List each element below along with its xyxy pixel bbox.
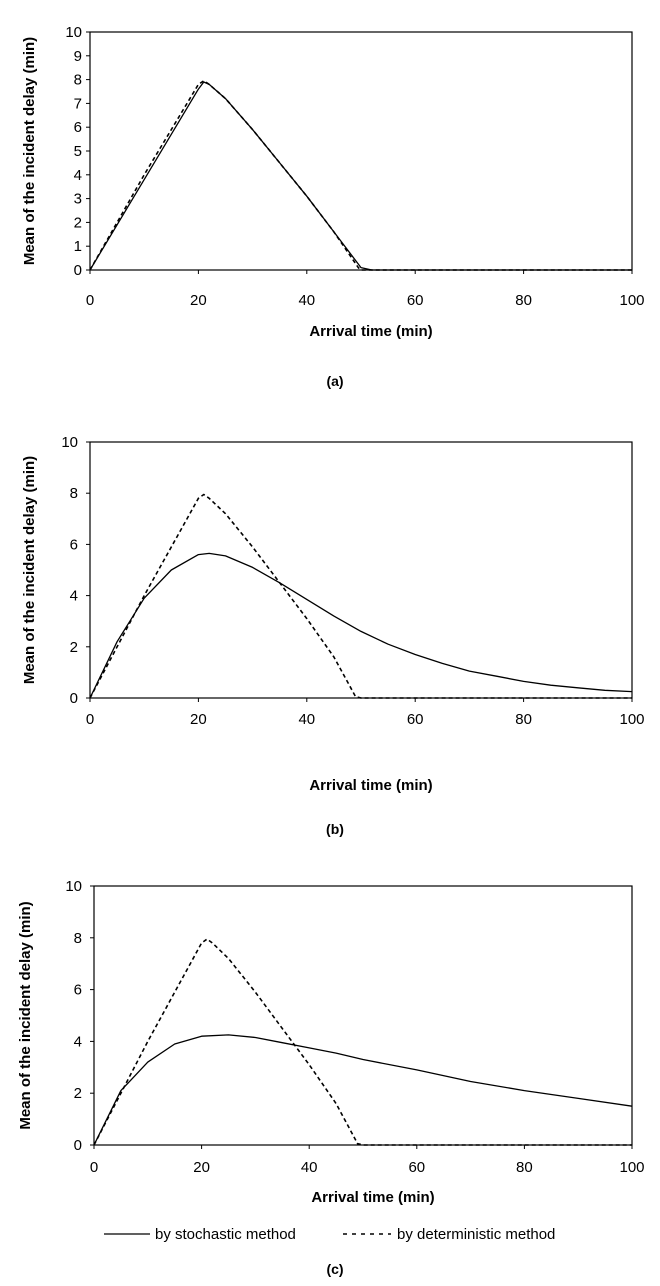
y-tick-label: 8 <box>74 72 82 89</box>
x-axis-label: Arrival time (min) <box>309 777 432 794</box>
x-tick-label: 100 <box>619 292 644 309</box>
y-tick-label: 8 <box>74 930 82 947</box>
x-tick-label: 80 <box>515 711 532 728</box>
x-tick-label: 20 <box>190 292 207 309</box>
y-tick-label: 0 <box>70 690 78 707</box>
plot-frame <box>93 885 633 1146</box>
x-tick-label: 0 <box>90 1159 98 1176</box>
y-tick-label: 0 <box>74 1137 82 1154</box>
y-tick-label: 2 <box>74 214 82 231</box>
x-tick-label: 0 <box>86 292 94 309</box>
panel-caption: (a) <box>326 373 343 389</box>
panel-caption: (b) <box>326 821 344 837</box>
legend-label-deterministic: by deterministic method <box>397 1226 555 1243</box>
series-line-deterministic <box>93 938 632 1146</box>
series-line-stochastic <box>93 1034 633 1146</box>
y-axis-label: Mean of the incident delay (min) <box>17 901 34 1129</box>
y-tick-label: 2 <box>70 639 78 656</box>
y-tick-label: 4 <box>74 167 82 184</box>
y-tick-label: 10 <box>61 434 78 451</box>
plot-frame <box>89 31 633 271</box>
y-tick-label: 10 <box>65 24 82 41</box>
y-tick-label: 6 <box>74 119 82 136</box>
x-tick-label: 100 <box>619 1159 644 1176</box>
y-tick-label: 8 <box>70 485 78 502</box>
x-tick-label: 40 <box>298 711 315 728</box>
series-line-stochastic <box>89 552 633 699</box>
y-tick-label: 6 <box>70 536 78 553</box>
y-tick-label: 1 <box>74 238 82 255</box>
y-tick-label: 6 <box>74 982 82 999</box>
y-tick-label: 9 <box>74 48 82 65</box>
x-tick-label: 80 <box>516 1159 533 1176</box>
panel-caption: (c) <box>326 1261 343 1277</box>
x-axis-label: Arrival time (min) <box>311 1189 434 1206</box>
x-tick-label: 60 <box>408 1159 425 1176</box>
y-tick-label: 4 <box>74 1033 82 1050</box>
x-tick-label: 40 <box>298 292 315 309</box>
y-tick-label: 3 <box>74 191 82 208</box>
y-tick-label: 7 <box>74 95 82 112</box>
y-tick-label: 5 <box>74 143 82 160</box>
x-tick-label: 20 <box>190 711 207 728</box>
y-axis-label: Mean of the incident delay (min) <box>21 456 38 684</box>
y-tick-label: 2 <box>74 1085 82 1102</box>
series-line-deterministic <box>89 493 632 699</box>
x-axis-label: Arrival time (min) <box>309 323 432 340</box>
x-tick-label: 0 <box>86 711 94 728</box>
x-tick-label: 40 <box>301 1159 318 1176</box>
series-line-deterministic <box>89 80 632 271</box>
x-tick-label: 20 <box>193 1159 210 1176</box>
y-tick-label: 0 <box>74 262 82 279</box>
y-tick-label: 10 <box>65 878 82 895</box>
legend-label-stochastic: by stochastic method <box>155 1226 296 1243</box>
legend: by stochastic method by deterministic me… <box>104 1226 555 1243</box>
y-axis-label: Mean of the incident delay (min) <box>21 37 38 265</box>
x-tick-label: 60 <box>407 292 424 309</box>
x-tick-label: 80 <box>515 292 532 309</box>
x-tick-label: 100 <box>619 711 644 728</box>
y-tick-label: 4 <box>70 588 78 605</box>
series-line-stochastic <box>89 81 632 271</box>
x-tick-label: 60 <box>407 711 424 728</box>
